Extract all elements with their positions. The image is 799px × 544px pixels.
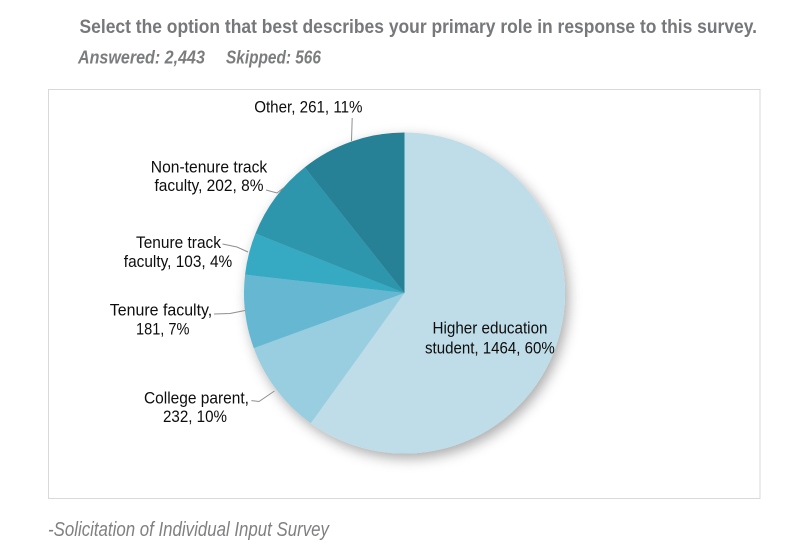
svg-text:Tenure faculty,: Tenure faculty, (110, 301, 212, 320)
svg-text:faculty, 202, 8%: faculty, 202, 8% (155, 176, 264, 195)
svg-text:faculty, 103, 4%: faculty, 103, 4% (124, 252, 232, 271)
svg-text:College parent,: College parent, (144, 389, 249, 408)
svg-text:-Solicitation of Individual In: -Solicitation of Individual Input Survey (48, 518, 331, 541)
svg-text:Tenure track: Tenure track (136, 233, 222, 252)
svg-text:Select the option that best de: Select the option that best describes yo… (80, 15, 757, 37)
svg-text:181, 7%: 181, 7% (136, 321, 189, 339)
svg-text:Higher education: Higher education (433, 319, 548, 338)
svg-text:Answered: 2,443: Answered: 2,443 (77, 46, 205, 67)
svg-text:Non-tenure track: Non-tenure track (151, 158, 268, 177)
svg-text:232, 10%: 232, 10% (163, 407, 227, 426)
svg-text:Skipped: 566: Skipped: 566 (226, 46, 321, 68)
svg-text:Other, 261, 11%: Other, 261, 11% (254, 98, 362, 117)
svg-text:student, 1464, 60%: student, 1464, 60% (425, 338, 555, 357)
